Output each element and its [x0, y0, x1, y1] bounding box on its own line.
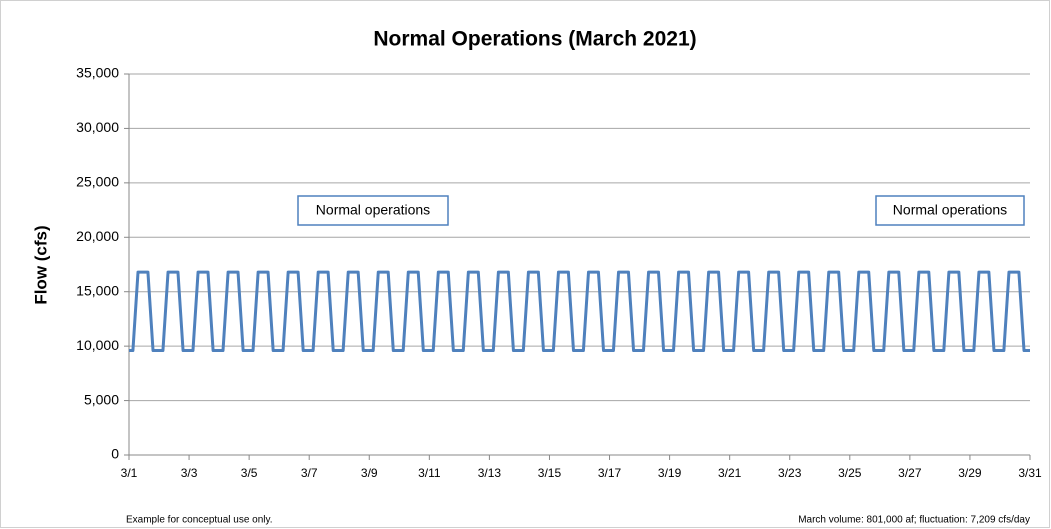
x-tick-label: 3/31 — [1018, 466, 1042, 480]
annotation-box — [875, 195, 1025, 226]
x-tick-label: 3/19 — [658, 466, 682, 480]
x-tick-label: 3/3 — [181, 466, 198, 480]
y-tick-label: 15,000 — [76, 282, 119, 298]
chart-title: Normal Operations (March 2021) — [373, 28, 696, 51]
x-tick-label: 3/1 — [121, 466, 138, 480]
x-tick-label: 3/9 — [361, 466, 378, 480]
x-tick-label: 3/17 — [598, 466, 622, 480]
x-tick-label: 3/7 — [301, 466, 318, 480]
y-axis-label: Flow (cfs) — [31, 225, 50, 304]
y-tick-label: 30,000 — [76, 119, 119, 135]
annotation: Normal operations — [893, 202, 1007, 218]
y-tick-label: 5,000 — [84, 391, 119, 407]
y-tick-label: 0 — [111, 446, 119, 462]
x-tick-label: 3/21 — [718, 466, 742, 480]
x-tick-label: 3/29 — [958, 466, 982, 480]
footnote: March volume: 801,000 af; fluctuation: 7… — [798, 515, 1030, 526]
x-tick-label: 3/15 — [538, 466, 562, 480]
x-tick-label: 3/25 — [838, 466, 862, 480]
x-tick-label: 3/13 — [478, 466, 502, 480]
y-tick-label: 35,000 — [76, 65, 119, 81]
x-tick-label: 3/27 — [898, 466, 922, 480]
series-line — [129, 270, 1030, 352]
footnote: Example for conceptual use only. — [126, 515, 273, 526]
y-tick-label: 10,000 — [76, 337, 119, 353]
x-tick-label: 3/5 — [241, 466, 258, 480]
y-tick-label: 20,000 — [76, 228, 119, 244]
x-tick-label: 3/11 — [418, 466, 441, 480]
annotation-box — [297, 195, 449, 226]
y-tick-label: 25,000 — [76, 174, 119, 190]
annotation: Normal operations — [316, 202, 430, 218]
x-tick-label: 3/23 — [778, 466, 802, 480]
